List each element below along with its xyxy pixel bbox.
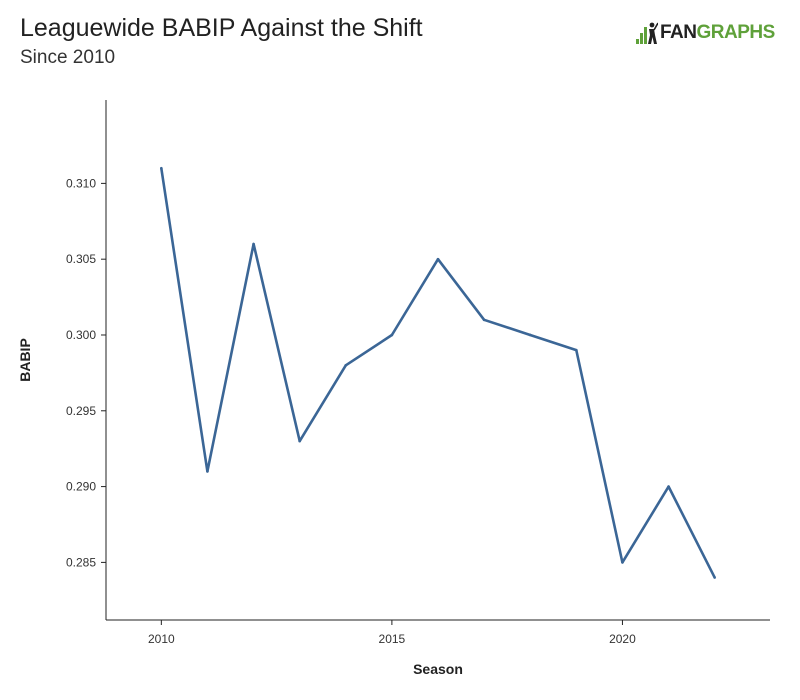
data-point-2019[interactable]: [575, 348, 578, 352]
fangraphs-logo[interactable]: FANGRAPHS: [636, 20, 775, 46]
data-point-2015[interactable]: [390, 333, 394, 337]
logo-text-fan: FAN: [660, 22, 697, 43]
x-axis-title: Season: [413, 661, 463, 677]
data-point-2020[interactable]: [621, 561, 624, 564]
data-point-2013[interactable]: [298, 439, 301, 443]
data-point-2010[interactable]: [160, 166, 163, 170]
fangraphs-logo-icon: [636, 22, 658, 44]
y-tick-label: 0.300: [66, 328, 96, 342]
y-tick-label: 0.295: [66, 404, 96, 418]
x-tick-label: 2015: [379, 632, 406, 646]
y-tick-label: 0.305: [66, 252, 96, 266]
y-tick-label: 0.310: [66, 176, 96, 190]
data-point-2011[interactable]: [206, 470, 209, 473]
chart-title: Leaguewide BABIP Against the Shift: [20, 14, 423, 42]
x-tick-label: 2020: [609, 632, 636, 646]
data-point-2022[interactable]: [713, 576, 716, 579]
data-point-2016[interactable]: [436, 257, 440, 261]
data-point-2017[interactable]: [482, 318, 486, 322]
logo-text-graphs: GRAPHS: [696, 22, 776, 43]
data-point-2018[interactable]: [528, 333, 532, 337]
y-tick-label: 0.290: [66, 480, 96, 494]
x-tick-label: 2010: [148, 632, 175, 646]
data-point-2014[interactable]: [344, 364, 348, 367]
y-tick-label: 0.285: [66, 555, 96, 569]
chart-subtitle: Since 2010: [20, 47, 116, 68]
data-point-2021[interactable]: [667, 485, 670, 488]
y-axis-title: BABIP: [17, 338, 33, 382]
data-point-2012[interactable]: [252, 242, 255, 246]
series-line: [160, 168, 716, 579]
